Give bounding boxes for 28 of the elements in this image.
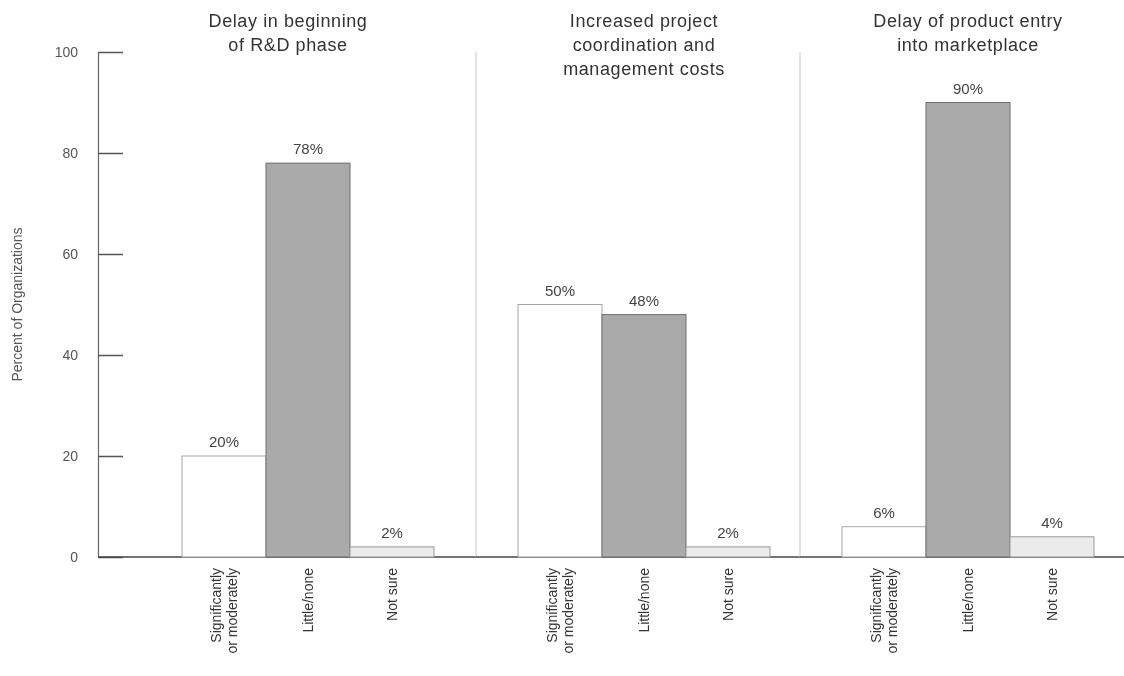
x-tick-label: Not sure (1044, 567, 1060, 621)
data-label: 48% (628, 291, 660, 309)
data-label: 78% (292, 140, 324, 158)
x-tick-label: Not sure (384, 567, 400, 621)
y-axis-title: Percent of Organizations (9, 227, 25, 382)
chart-title: Increased project coordination and management costs (563, 11, 725, 79)
data-label: 6% (873, 503, 895, 521)
y-tick-label: 60 (62, 245, 79, 262)
x-tick-label: Little/none (960, 567, 976, 633)
y-tick-label: 80 (62, 144, 79, 161)
data-label: 50% (544, 281, 576, 299)
data-label: 2% (381, 523, 403, 541)
data-label: 4% (1041, 513, 1063, 531)
chart-title: Delay of product entry into marketplace (873, 11, 1063, 55)
x-tick-label: Significantly or moderately (544, 568, 576, 654)
y-tick-label: 100 (54, 43, 79, 60)
x-tick-label: Little/none (636, 567, 652, 633)
y-tick-label: 20 (62, 447, 79, 464)
x-tick-label: Not sure (720, 567, 736, 621)
chart-title: Delay in beginning of R&D phase (208, 11, 368, 55)
y-tick-label: 0 (70, 548, 79, 565)
data-label: 2% (717, 523, 739, 541)
data-label: 90% (952, 79, 984, 97)
data-label: 20% (208, 433, 240, 450)
x-tick-label: Significantly or moderately (868, 568, 900, 654)
y-tick-label: 40 (62, 346, 79, 363)
x-tick-label: Little/none (300, 567, 316, 633)
x-tick-label: Significantly or moderately (208, 568, 240, 654)
